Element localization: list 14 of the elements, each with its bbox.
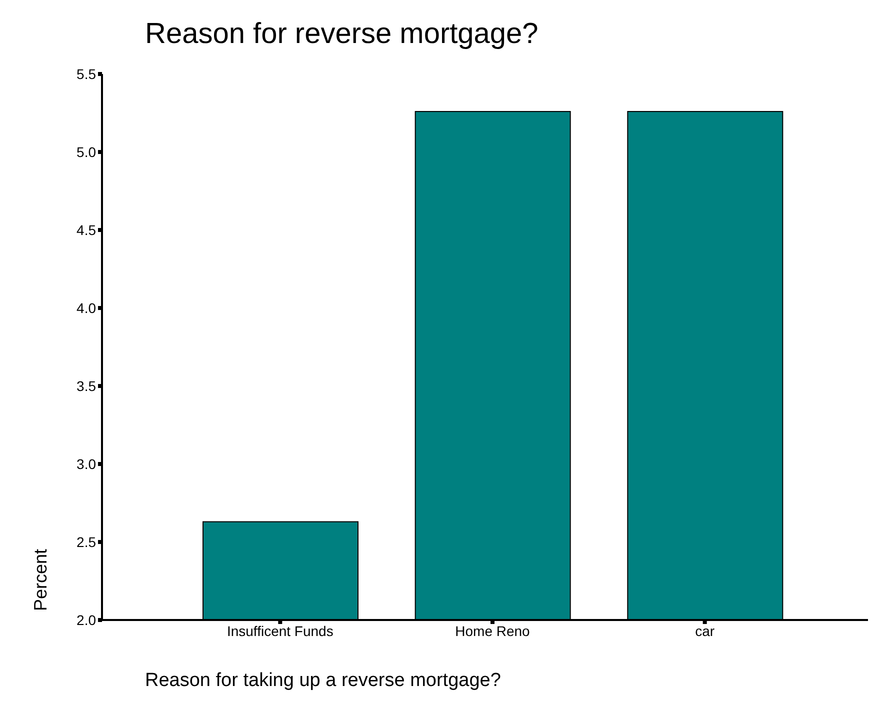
y-tick-label: 5.5 — [76, 66, 96, 82]
chart-title: Reason for reverse mortgage? — [145, 18, 538, 51]
x-axis-title: Reason for taking up a reverse mortgage? — [145, 670, 501, 692]
y-axis-title: Percent — [30, 548, 52, 612]
y-tick-label: 3.0 — [76, 456, 96, 472]
x-tick-label: car — [695, 622, 715, 639]
y-tick-label: 3.5 — [76, 378, 96, 394]
y-tick-label: 2.5 — [76, 534, 96, 550]
y-tick-label: 5.0 — [76, 144, 96, 160]
x-tick-label: Insufficent Funds — [226, 622, 334, 639]
x-tick-label: Home Reno — [455, 622, 530, 639]
y-tick-label: 2.0 — [76, 612, 96, 628]
y-tick-label: 4.0 — [76, 300, 96, 316]
y-tick-label: 4.5 — [76, 222, 96, 238]
